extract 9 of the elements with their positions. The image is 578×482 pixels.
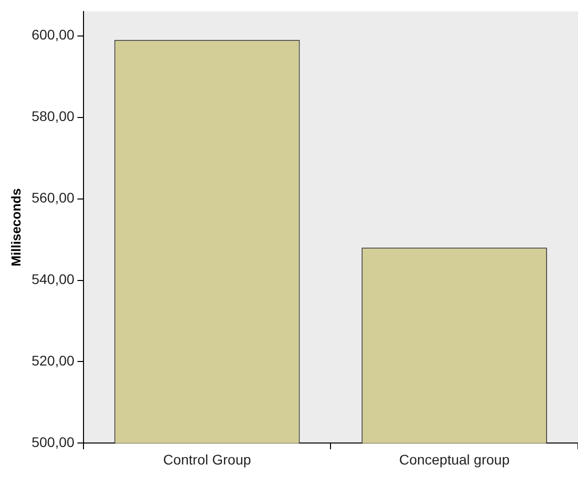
y-tick-label: 540,00: [32, 271, 75, 288]
x-tick-label: Control Group: [163, 451, 252, 468]
y-axis-title: Milliseconds: [8, 188, 24, 266]
y-tick-label: 560,00: [32, 190, 75, 206]
y-tick-label: 580,00: [32, 108, 75, 124]
y-tick-label: 520,00: [32, 352, 75, 369]
y-tick-label: 500,00: [32, 434, 75, 450]
y-tick-label: 600,00: [32, 26, 75, 43]
x-tick-label: Conceptual group: [399, 451, 510, 468]
